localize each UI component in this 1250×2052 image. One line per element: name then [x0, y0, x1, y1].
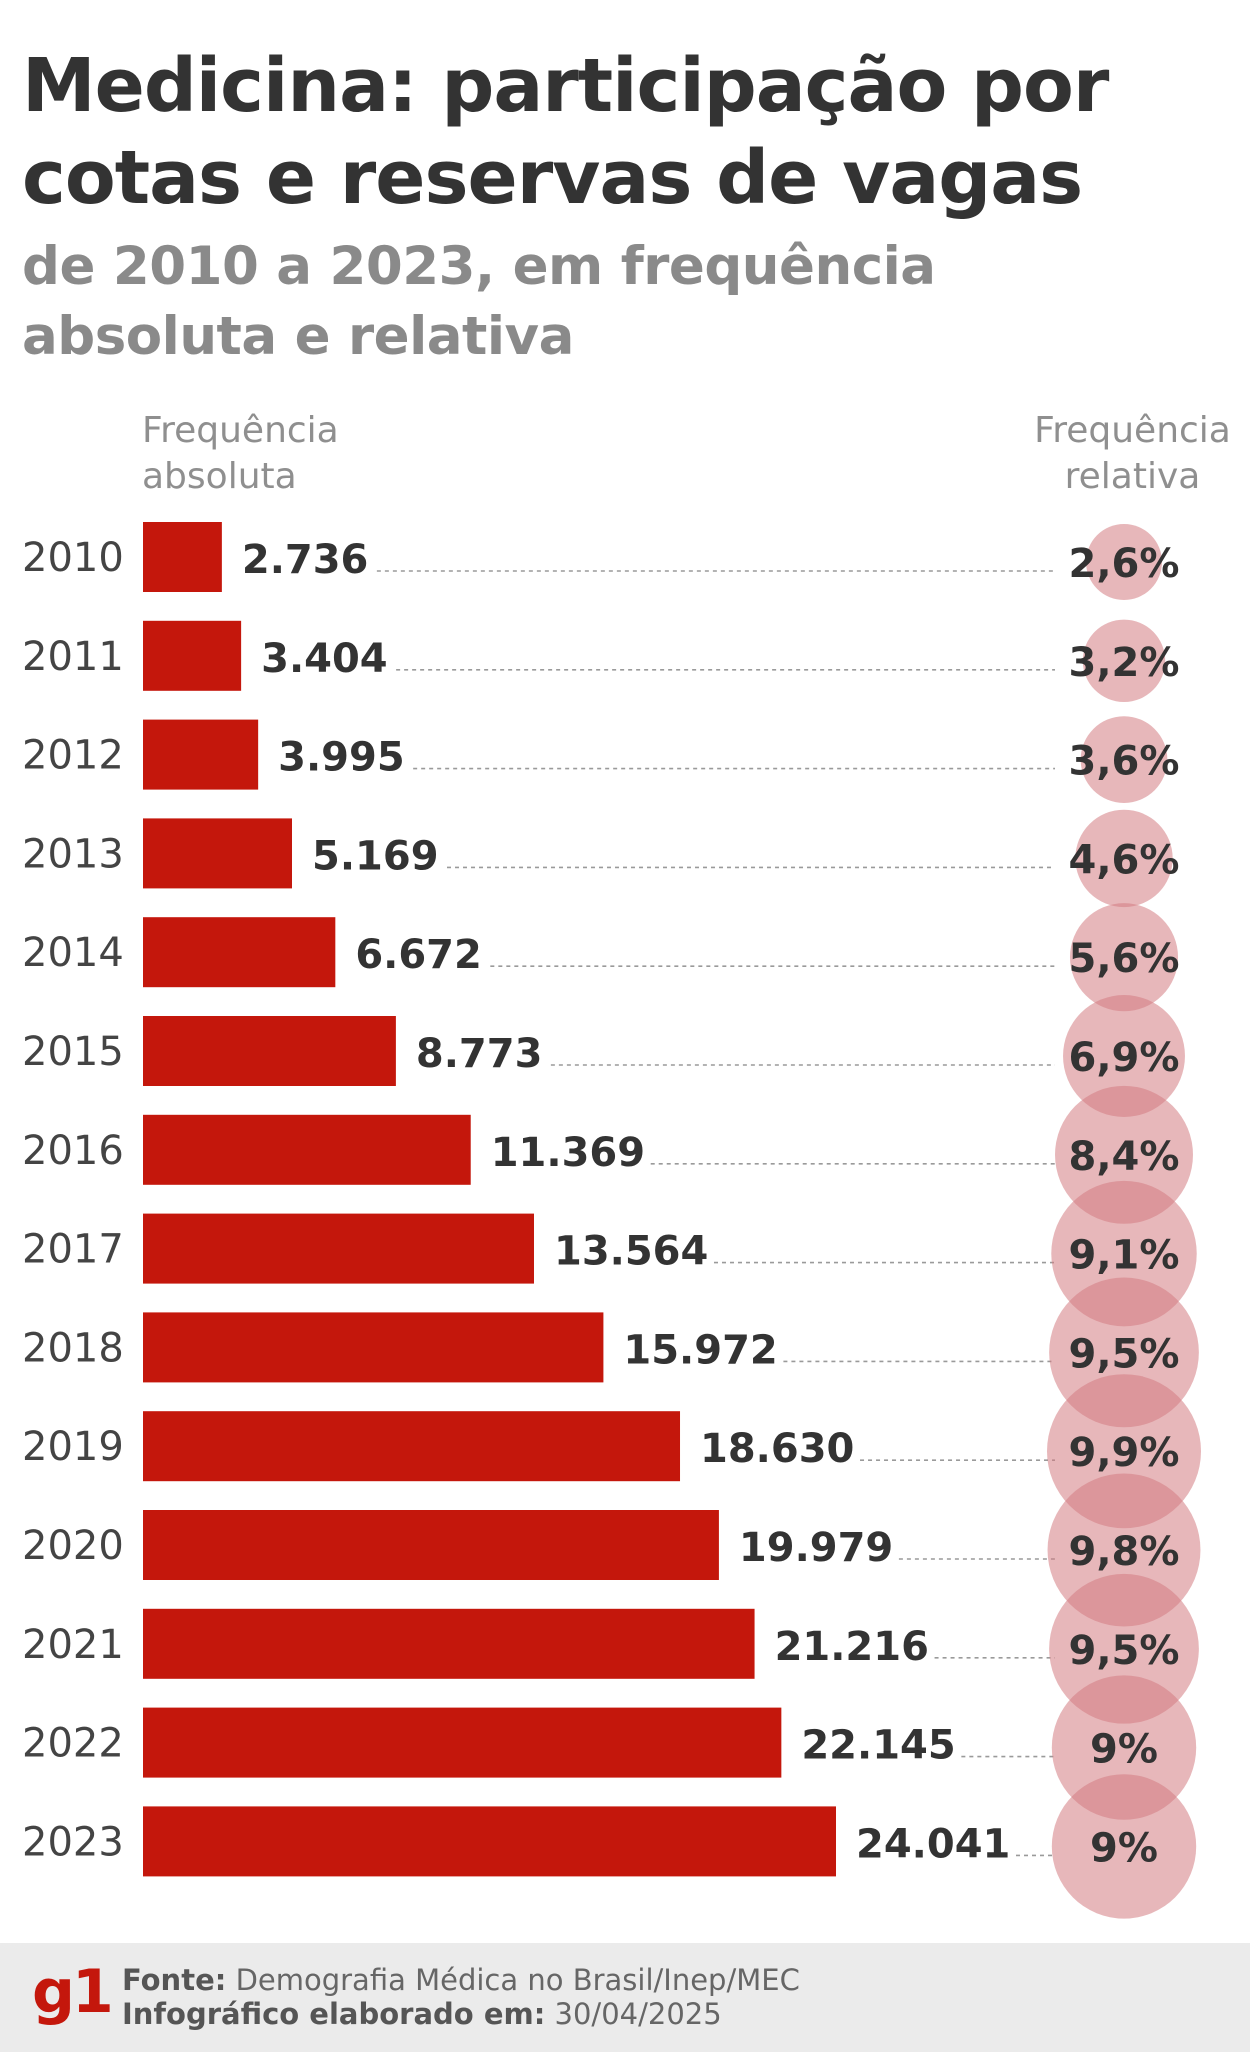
relative-label: 9,9%: [1069, 1430, 1180, 1476]
column-header-absolute: Frequência absoluta: [142, 410, 339, 497]
relative-label: 9%: [1090, 1825, 1158, 1871]
relative-bubble-2014: [1069, 903, 1179, 1012]
bar-2011: [143, 620, 242, 691]
bar-2023: [143, 1806, 836, 1877]
bar-2015: [143, 1016, 396, 1086]
year-label: 2019: [22, 1424, 124, 1470]
relative-label: 4,6%: [1069, 837, 1180, 883]
date-value: 30/04/2025: [554, 1997, 722, 2031]
value-label: 3.995: [278, 735, 405, 781]
bar-2022: [143, 1707, 782, 1778]
date-line: Infográfico elaborado em: 30/04/2025: [122, 1997, 722, 2031]
bar-2012: [143, 719, 259, 790]
bar-2019: [143, 1411, 681, 1482]
bar-2013: [143, 818, 293, 889]
relative-label: 9%: [1090, 1727, 1158, 1773]
chart-title: Medicina: participação por cotas e reser…: [22, 43, 1109, 221]
relative-bubble-2016: [1055, 1085, 1193, 1224]
relative-label: 9,5%: [1069, 1331, 1180, 1377]
relative-label: 3,6%: [1069, 739, 1180, 785]
bar-2010: [143, 522, 222, 592]
year-label: 2013: [22, 831, 124, 877]
relative-bubble-2015: [1063, 995, 1185, 1117]
year-label: 2023: [22, 1819, 124, 1865]
value-label: 11.369: [491, 1130, 645, 1176]
value-label: 24.041: [856, 1821, 1010, 1867]
year-label: 2011: [22, 634, 124, 680]
g1-logo: g1: [32, 1957, 114, 2027]
relative-label: 9,5%: [1069, 1628, 1180, 1674]
relative-bubble-2011: [1082, 619, 1166, 703]
value-label: 21.216: [775, 1624, 929, 1670]
relative-label: 9,8%: [1069, 1529, 1180, 1575]
source-value: Demografia Médica no Brasil/Inep/MEC: [235, 1963, 800, 1997]
bar-2014: [143, 917, 336, 988]
bar-2018: [143, 1312, 604, 1383]
year-label: 2018: [22, 1325, 124, 1371]
relative-bubble-2023: [1051, 1774, 1197, 1919]
relative-bubble-2012: [1080, 716, 1168, 803]
year-label: 2012: [22, 733, 124, 779]
relative-bubble-2010: [1086, 524, 1162, 600]
year-label: 2017: [22, 1227, 124, 1273]
footer: g1 Fonte: Demografia Médica no Brasil/In…: [0, 1943, 1250, 2052]
relative-bubble-2013: [1075, 809, 1173, 908]
year-label: 2021: [22, 1622, 124, 1668]
value-label: 18.630: [700, 1426, 854, 1472]
value-label: 22.145: [801, 1723, 955, 1769]
relative-label: 6,9%: [1069, 1035, 1180, 1081]
year-label: 2015: [22, 1029, 124, 1075]
year-label: 2022: [22, 1721, 124, 1767]
value-label: 15.972: [623, 1327, 777, 1373]
year-label: 2020: [22, 1523, 124, 1569]
bar-2021: [143, 1608, 755, 1679]
chart-subtitle: de 2010 a 2023, em frequência absoluta e…: [22, 236, 936, 367]
relative-label: 8,4%: [1069, 1134, 1180, 1180]
source-line: Fonte: Demografia Médica no Brasil/Inep/…: [122, 1963, 800, 1997]
column-header-relative: Frequência relativa: [1034, 410, 1231, 497]
year-label: 2016: [22, 1128, 124, 1174]
relative-label: 9,1%: [1069, 1233, 1180, 1279]
value-label: 13.564: [554, 1229, 708, 1275]
bar-2017: [143, 1213, 534, 1284]
bar-2020: [143, 1510, 719, 1580]
date-label: Infográfico elaborado em:: [122, 1997, 546, 2031]
relative-label: 2,6%: [1069, 541, 1180, 587]
value-label: 8.773: [416, 1031, 543, 1077]
value-label: 3.404: [261, 636, 388, 682]
value-label: 19.979: [739, 1525, 893, 1571]
value-label: 6.672: [355, 932, 482, 978]
year-label: 2014: [22, 930, 124, 976]
year-label: 2010: [22, 535, 124, 581]
source-label: Fonte:: [122, 1963, 227, 1997]
value-label: 5.169: [312, 833, 439, 879]
relative-label: 5,6%: [1069, 936, 1180, 982]
value-label: 2.736: [242, 537, 369, 583]
relative-bubble-2022: [1051, 1675, 1197, 1820]
relative-label: 3,2%: [1069, 640, 1180, 686]
bar-2016: [143, 1114, 471, 1185]
